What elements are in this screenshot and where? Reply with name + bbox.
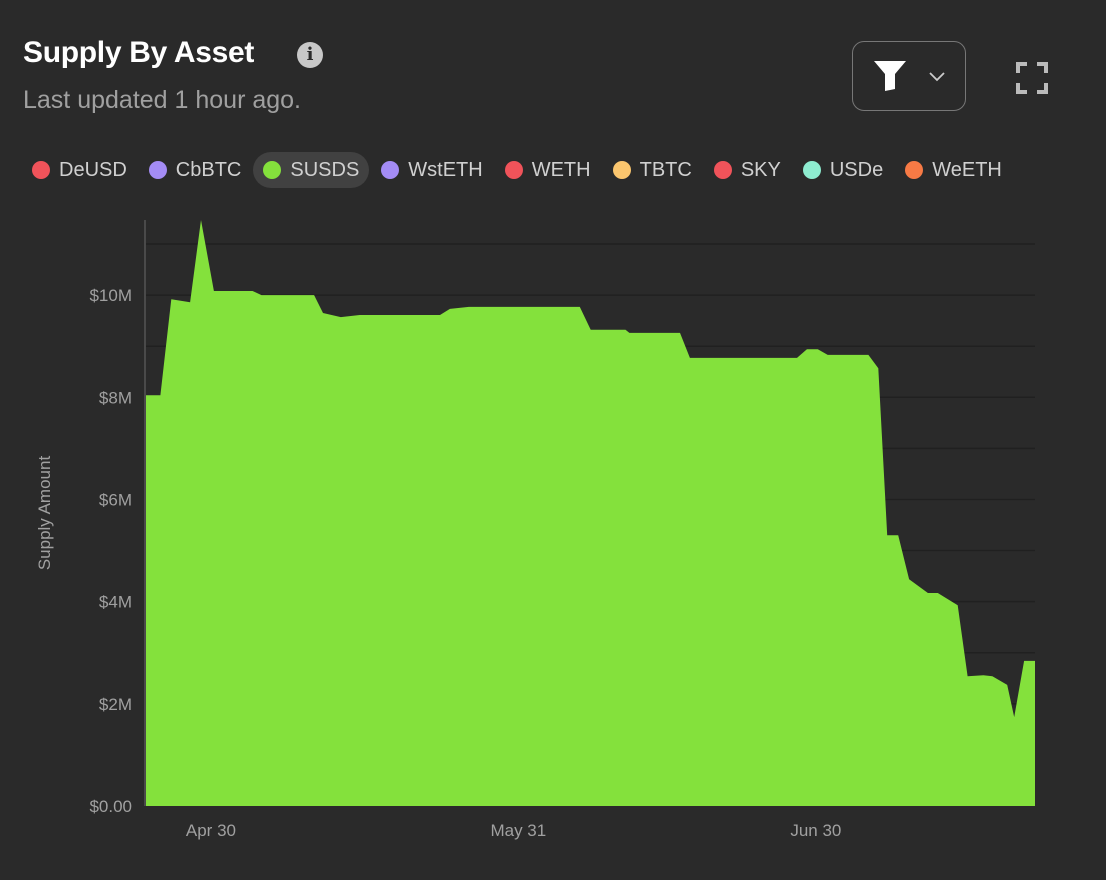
legend-item-cbbtc[interactable]: CbBTC <box>139 152 252 188</box>
x-tick-label: May 31 <box>490 821 546 840</box>
y-tick-label: $2M <box>99 695 132 714</box>
legend-dot-icon <box>802 161 821 179</box>
legend: DeUSD CbBTC SUSDS WstETH WETH TBTC SKY USDe WeET… <box>22 152 1014 188</box>
legend-item-deusd[interactable]: DeUSD <box>22 152 137 188</box>
y-tick-label: $4M <box>99 593 132 612</box>
legend-item-usde[interactable]: USDe <box>793 152 893 188</box>
legend-item-sky[interactable]: SKY <box>704 152 791 188</box>
last-updated: Last updated 1 hour ago. <box>23 86 302 114</box>
legend-item-tbtc[interactable]: TBTC <box>603 152 702 188</box>
legend-dot-icon <box>32 161 50 179</box>
legend-item-susds[interactable]: SUSDS <box>253 152 370 188</box>
legend-item-weeth[interactable]: WeETH <box>895 152 1012 188</box>
y-tick-label: $6M <box>99 490 132 509</box>
legend-item-weth[interactable]: WETH <box>495 152 601 188</box>
legend-dot-icon <box>905 161 924 179</box>
legend-label: DeUSD <box>59 158 127 181</box>
filter-dropdown-button[interactable] <box>852 41 966 111</box>
legend-label: WstETH <box>408 158 483 181</box>
y-tick-label: $8M <box>99 388 132 407</box>
expand-icon[interactable] <box>1016 62 1048 94</box>
y-tick-label: $10M <box>89 286 132 305</box>
legend-item-wsteth[interactable]: WstETH <box>371 152 492 188</box>
legend-label: WeETH <box>932 158 1002 181</box>
legend-label: SKY <box>740 158 781 181</box>
legend-label: USDe <box>829 158 884 181</box>
legend-label: TBTC <box>639 158 692 181</box>
chart-title: Supply By Asset <box>23 36 255 69</box>
series-area-susds <box>145 220 1035 806</box>
legend-dot-icon <box>148 161 167 179</box>
y-tick-label: $0.00 <box>89 797 132 816</box>
y-axis-title: Supply Amount <box>35 456 54 571</box>
info-icon[interactable]: i <box>297 42 323 68</box>
legend-dot-icon <box>713 161 732 179</box>
x-tick-label: Jun 30 <box>790 821 841 840</box>
legend-label: WETH <box>531 158 591 181</box>
legend-label: SUSDS <box>290 158 360 181</box>
legend-dot-icon <box>263 161 282 179</box>
chevron-down-icon <box>929 72 945 82</box>
filter-icon <box>874 61 906 91</box>
x-tick-label: Apr 30 <box>186 821 236 840</box>
legend-dot-icon <box>381 161 400 179</box>
legend-dot-icon <box>612 161 631 179</box>
legend-dot-icon <box>504 161 523 179</box>
legend-label: CbBTC <box>175 158 242 181</box>
